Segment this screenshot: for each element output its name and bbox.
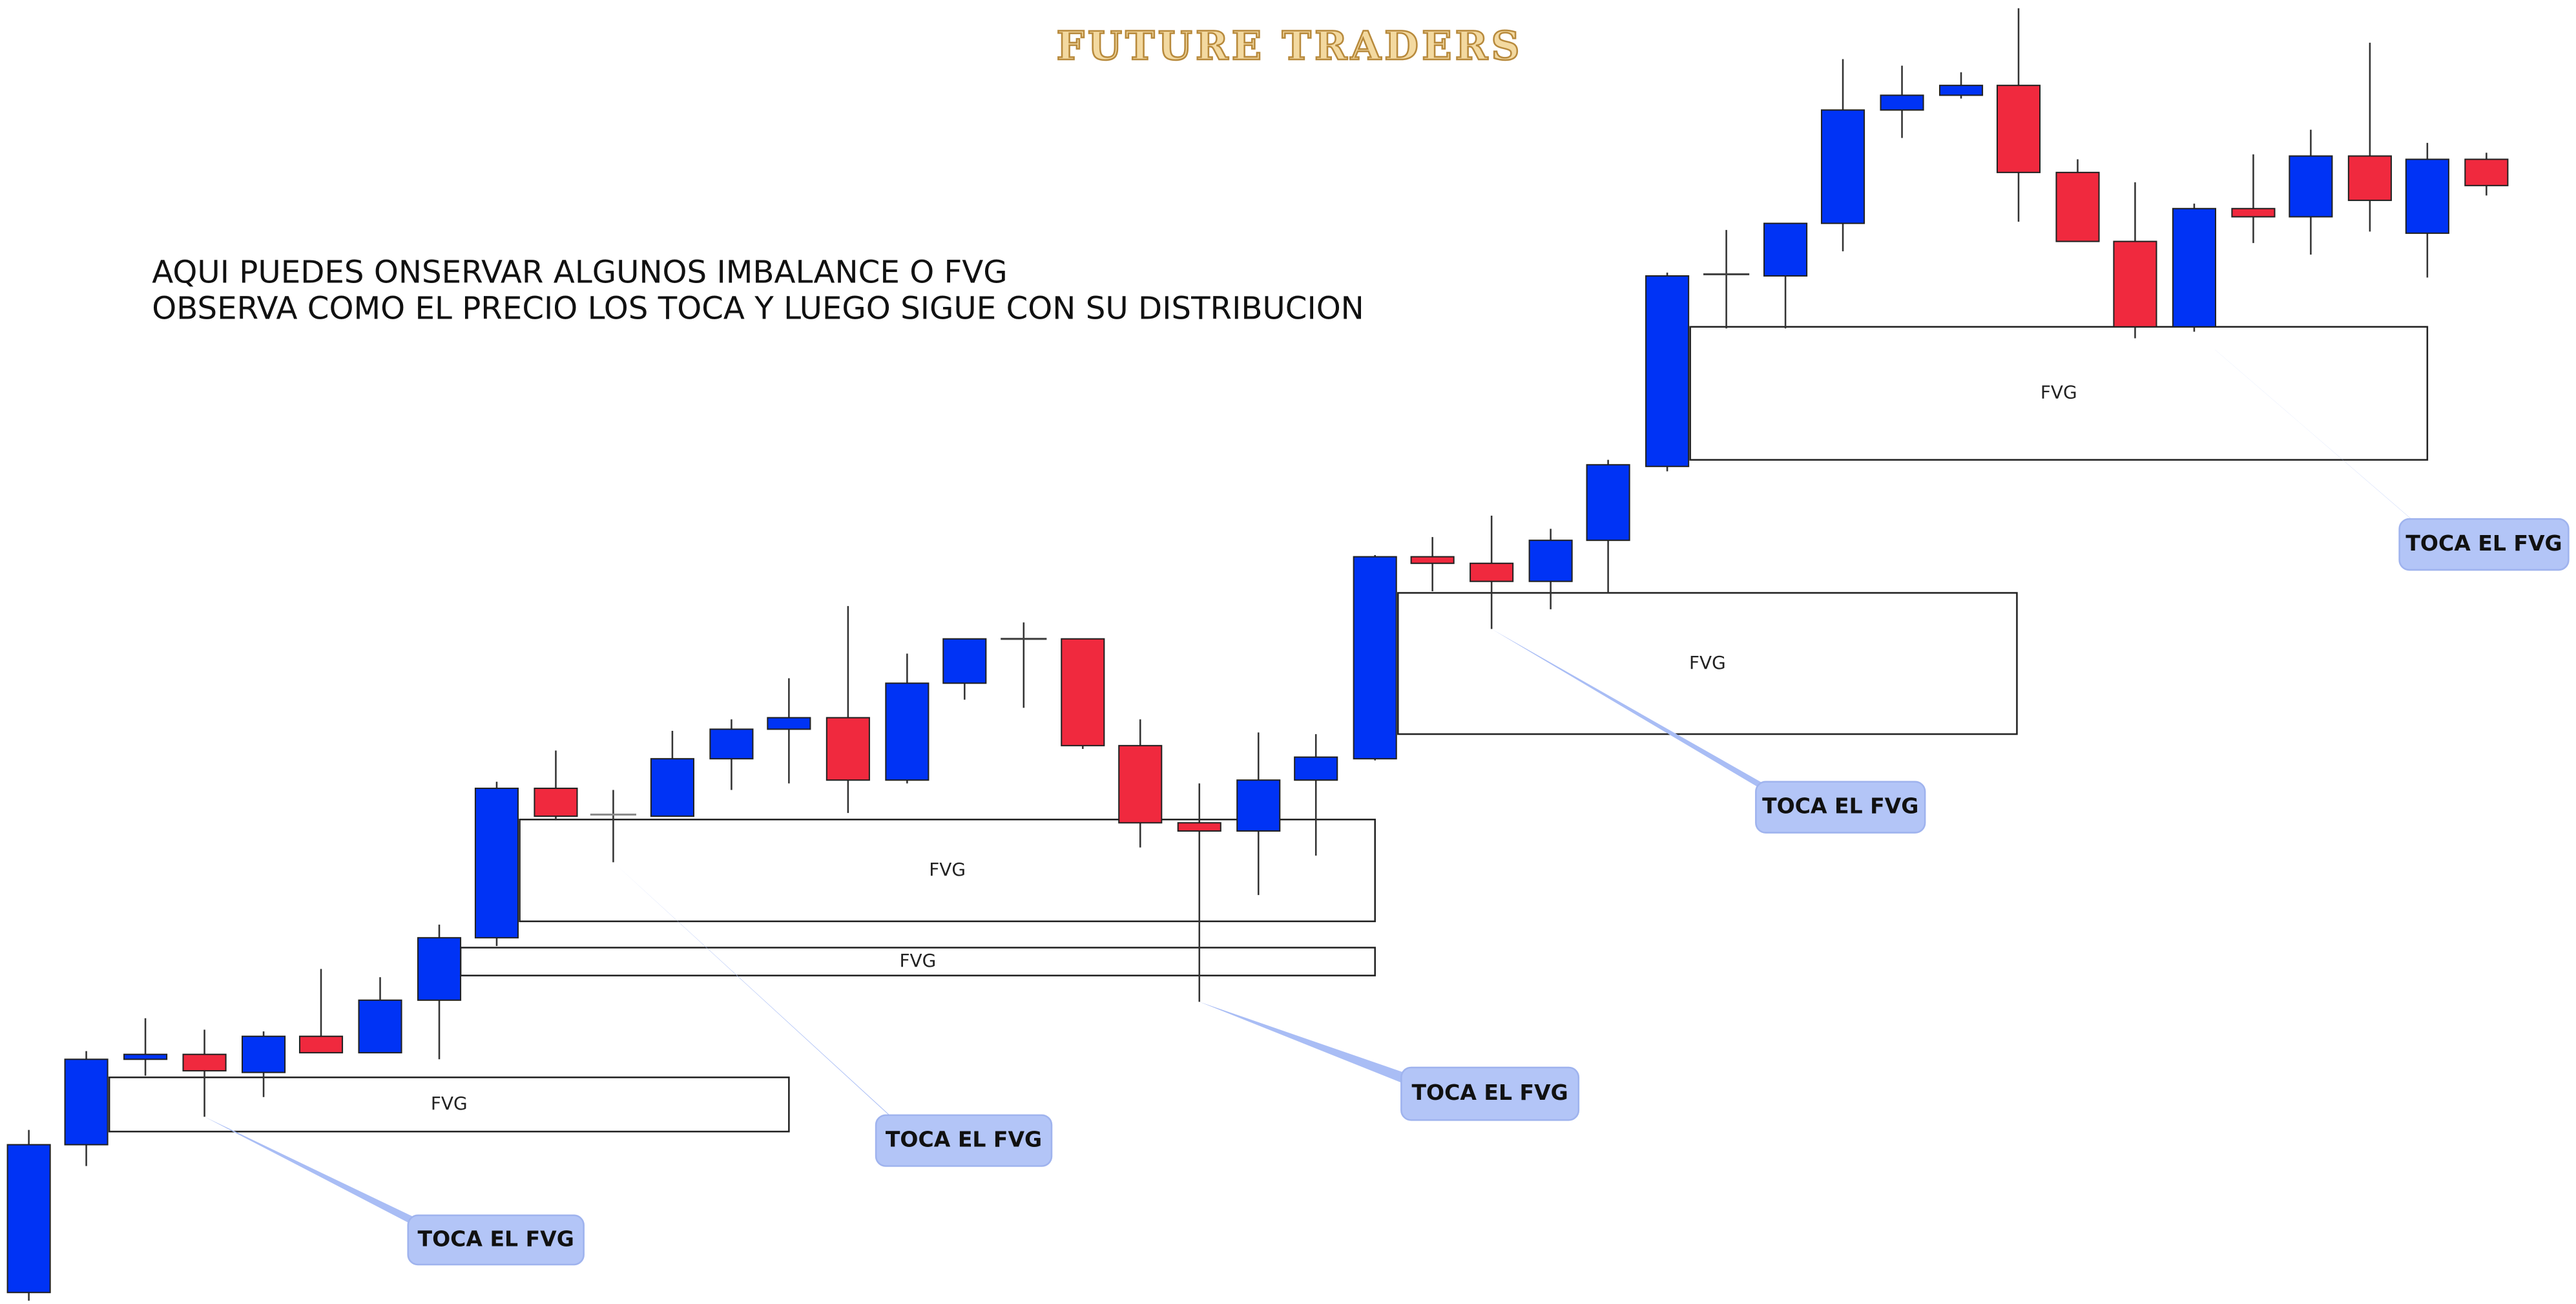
- callout-box: [2398, 518, 2570, 571]
- candle-body: [1118, 744, 1163, 824]
- candle-body: [942, 638, 987, 684]
- candle-body: [474, 787, 519, 939]
- candle-body: [534, 787, 578, 817]
- candle-body: [1820, 109, 1865, 224]
- callout-pointer: [204, 1117, 461, 1250]
- candle-body: [2231, 207, 2276, 218]
- candle-body: [358, 999, 402, 1054]
- callout-pointer: [613, 862, 929, 1151]
- candle-body: [2347, 155, 2392, 202]
- candle-body: [242, 1035, 286, 1073]
- fvg-box: [519, 818, 1376, 923]
- candle-body: [2405, 158, 2449, 234]
- candle-body: [64, 1058, 109, 1146]
- candle-body: [885, 682, 930, 781]
- candle-body: [1586, 464, 1630, 542]
- candle-body: [1645, 275, 1690, 467]
- callout-box: [407, 1214, 585, 1266]
- candle-body: [417, 937, 462, 1001]
- fvg-label: FVG: [2041, 382, 2077, 403]
- candle-body: [1880, 94, 1924, 111]
- candle-body: [123, 1053, 168, 1060]
- callout-pointer: [2194, 331, 2452, 554]
- fvg-label: FVG: [899, 950, 936, 971]
- callout-label: TOCA EL FVG: [418, 1226, 574, 1251]
- candle-body: [6, 1144, 51, 1294]
- candle-body: [1938, 85, 1984, 96]
- candle-body: [2172, 207, 2216, 328]
- candle-body: [650, 758, 694, 817]
- logo-title: FUTURE TRADERS: [1057, 23, 1523, 69]
- candle-body: [2464, 158, 2509, 187]
- candle-body: [1353, 556, 1397, 760]
- callout-box: [1755, 781, 1926, 834]
- candle-body: [1763, 222, 1808, 277]
- callout-label: TOCA EL FVG: [886, 1127, 1042, 1152]
- annotation-line: OBSERVA COMO EL PRECIO LOS TOCA Y LUEGO …: [152, 290, 1364, 326]
- fvg-label: FVG: [1689, 652, 1726, 673]
- callout-box: [875, 1114, 1053, 1167]
- callout-box: [1400, 1066, 1580, 1121]
- candle-body: [1236, 779, 1281, 832]
- candle-body: [826, 717, 870, 781]
- candle-body: [1470, 562, 1514, 582]
- candle-body: [767, 717, 811, 730]
- annotation-line: AQUI PUEDES ONSERVAR ALGUNOS IMBALANCE O…: [152, 254, 1007, 290]
- candle-body: [2289, 155, 2333, 218]
- callout-label: TOCA EL FVG: [1762, 794, 1918, 819]
- callout-label: TOCA EL FVG: [1411, 1080, 1568, 1105]
- fvg-label: FVG: [929, 859, 966, 880]
- candle-body: [2113, 240, 2157, 328]
- callout-label: TOCA EL FVG: [2405, 531, 2562, 556]
- candle-body: [298, 1035, 344, 1054]
- candle-body: [1294, 756, 1338, 781]
- fvg-label: FVG: [431, 1093, 468, 1114]
- candle-body: [1410, 556, 1455, 564]
- fvg-box: [1397, 592, 2018, 735]
- candle-body: [1177, 822, 1221, 832]
- candle-body: [2055, 171, 2100, 242]
- candle-body: [709, 728, 754, 760]
- candle-body: [1061, 638, 1105, 746]
- candle-body: [1528, 540, 1573, 582]
- fvg-box: [108, 1076, 790, 1133]
- candle-body: [1996, 85, 2041, 173]
- candle-body: [182, 1053, 227, 1072]
- fvg-box: [1689, 326, 2429, 461]
